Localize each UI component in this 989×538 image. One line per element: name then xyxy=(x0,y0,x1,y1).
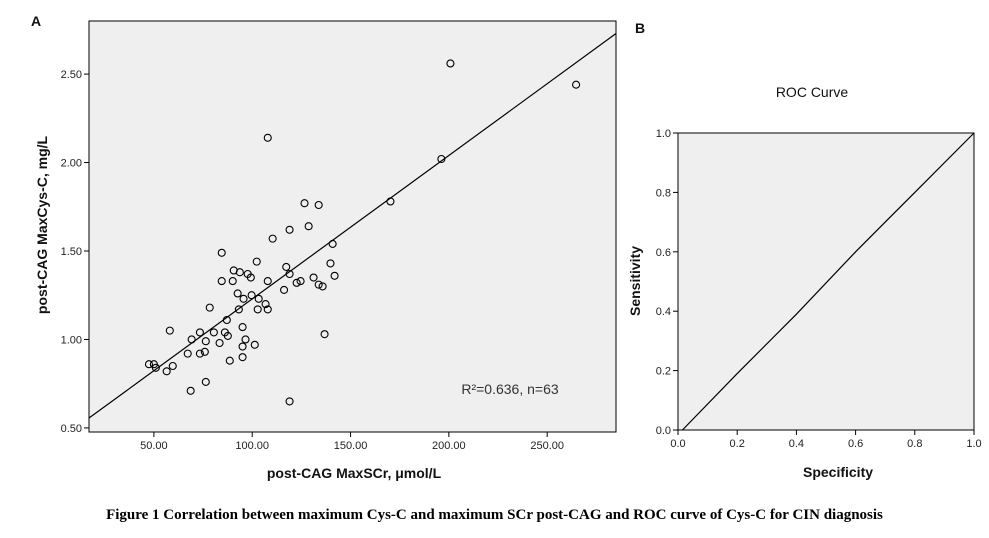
data-point xyxy=(195,328,204,337)
x-tick-label: 0.6 xyxy=(848,438,863,450)
data-point xyxy=(572,80,581,89)
data-point xyxy=(296,277,305,286)
x-tick-label: 100.00 xyxy=(235,440,269,452)
data-point xyxy=(320,330,329,339)
figure-caption: Figure 1 Correlation between maximum Cys… xyxy=(106,507,883,523)
plot-area xyxy=(677,132,975,431)
data-point xyxy=(285,269,294,279)
x-tick-label: 200.00 xyxy=(432,440,466,452)
data-point xyxy=(162,367,171,376)
data-point xyxy=(314,200,323,210)
x-axis-label-a: post-CAG MaxSCr, μmol/L xyxy=(267,465,442,481)
data-point xyxy=(330,271,339,280)
y-tick-label: 0.0 xyxy=(656,425,671,437)
data-point xyxy=(209,328,218,337)
roc-title: ROC Curve xyxy=(776,84,849,100)
data-point xyxy=(268,234,277,243)
data-point xyxy=(314,280,323,289)
y-tick-label: 0.4 xyxy=(656,306,671,318)
data-point xyxy=(217,277,226,286)
data-point xyxy=(241,335,250,344)
data-point xyxy=(238,342,247,351)
x-tick-label: 150.00 xyxy=(334,440,368,452)
data-point xyxy=(386,197,395,206)
y-tick-label: 0.50 xyxy=(61,423,82,435)
data-point xyxy=(263,277,272,286)
data-point xyxy=(228,277,237,286)
y-axis-label-b: Sensitivity xyxy=(627,246,643,316)
data-point xyxy=(247,291,256,300)
data-point xyxy=(151,363,160,372)
y-tick-label: 1.0 xyxy=(656,128,671,140)
data-point xyxy=(263,133,272,142)
data-point xyxy=(309,273,318,282)
data-point xyxy=(292,278,301,287)
data-point xyxy=(217,248,226,257)
y-tick-label: 2.00 xyxy=(61,158,82,170)
data-point xyxy=(280,285,289,294)
x-tick-label: 0.2 xyxy=(730,438,745,450)
data-point xyxy=(235,268,244,277)
data-point xyxy=(437,154,446,164)
panel-label-b: B xyxy=(635,20,645,36)
data-point xyxy=(201,377,210,386)
x-tick-label: 250.00 xyxy=(530,440,564,452)
x-tick-label: 1.0 xyxy=(966,438,981,450)
y-tick-label: 1.00 xyxy=(61,334,82,346)
x-tick-label: 0.8 xyxy=(907,438,922,450)
panel-label-a: A xyxy=(31,13,41,29)
data-point xyxy=(318,282,327,291)
data-point xyxy=(263,305,272,314)
data-point xyxy=(183,349,192,358)
data-point xyxy=(223,331,232,340)
r-squared-annotation: R²=0.636, n=63 xyxy=(461,381,559,397)
data-point xyxy=(144,360,154,369)
data-point xyxy=(201,337,210,346)
data-point xyxy=(165,326,174,335)
data-point xyxy=(234,305,243,314)
data-point xyxy=(254,294,263,303)
data-point xyxy=(215,338,224,348)
data-point xyxy=(252,257,261,266)
regression-line xyxy=(88,33,617,419)
y-tick-label: 0.8 xyxy=(656,187,671,199)
data-point xyxy=(250,340,259,349)
data-point xyxy=(238,323,247,332)
data-point xyxy=(233,289,242,298)
data-point xyxy=(239,294,248,303)
data-point xyxy=(285,397,294,406)
data-point xyxy=(328,239,337,248)
x-tick-label: 0.4 xyxy=(789,438,804,450)
data-point xyxy=(186,386,195,395)
data-point xyxy=(200,347,209,356)
data-point xyxy=(195,349,204,358)
data-point xyxy=(205,303,214,312)
y-tick-label: 1.50 xyxy=(61,246,82,258)
data-point xyxy=(261,300,270,309)
y-tick-label: 0.6 xyxy=(656,247,671,259)
y-tick-label: 2.50 xyxy=(61,69,82,81)
data-point xyxy=(225,356,234,365)
data-point xyxy=(285,225,294,234)
data-point xyxy=(253,305,262,314)
roc-curve-line xyxy=(682,132,975,431)
data-point xyxy=(304,222,313,231)
data-point xyxy=(326,259,335,268)
data-point xyxy=(446,59,455,68)
data-point xyxy=(168,361,177,371)
x-tick-label: 0.0 xyxy=(670,438,685,450)
y-tick-label: 0.2 xyxy=(656,366,671,378)
data-point xyxy=(300,199,309,208)
data-point xyxy=(246,273,255,282)
scatter-chart: 50.00 100.00 150.00 200.00 250.00 0.50 1.00 1.5… xyxy=(61,20,617,452)
data-point xyxy=(222,315,231,325)
data-point xyxy=(282,262,291,271)
y-axis-label-a: post-CAG MaxCys-C, mg/L xyxy=(34,135,50,314)
x-axis-label-b: Specificity xyxy=(803,464,873,480)
data-point xyxy=(238,353,247,362)
x-tick-label: 50.00 xyxy=(140,440,168,452)
data-point xyxy=(187,335,196,344)
roc-chart: 0.0 0.2 0.4 0.6 0.8 1.0 0.0 0.2 0.4 0.6 0.8 1.0 xyxy=(656,128,982,450)
